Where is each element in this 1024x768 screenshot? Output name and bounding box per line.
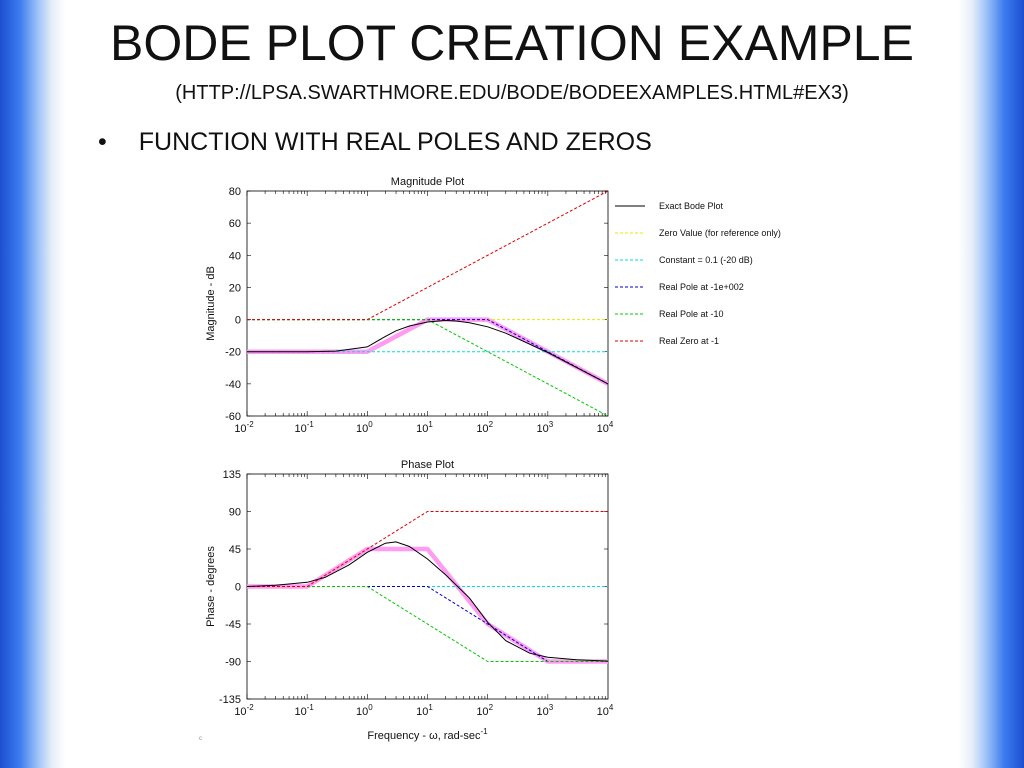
- y-tick-label: -135: [219, 694, 241, 706]
- y-tick-label: 20: [229, 282, 241, 294]
- y-tick-label: 0: [235, 315, 241, 327]
- series-line-real-zero-at-1: [247, 191, 608, 321]
- bullet-icon: •: [98, 128, 107, 156]
- x-tick-label: 104: [597, 703, 614, 718]
- legend-label-constant-0-1-20-db: Constant = 0.1 (-20 dB): [659, 255, 753, 265]
- y-tick-label: 135: [223, 469, 241, 481]
- x-tick-label: 102: [476, 420, 493, 435]
- y-tick-label: 60: [229, 218, 241, 230]
- legend-label-real-pole-at-1e-002: Real Pole at -1e+002: [659, 282, 744, 292]
- chart-title: Magnitude Plot: [391, 176, 464, 188]
- x-tick-label: 103: [536, 703, 553, 718]
- x-tick-label: 104: [597, 420, 614, 435]
- bullet-text: FUNCTION WITH REAL POLES AND ZEROS: [138, 128, 652, 156]
- x-tick-label: 10-2: [234, 420, 254, 435]
- footer-mark: c: [199, 736, 202, 742]
- legend-label-real-zero-at-1: Real Zero at -1: [659, 336, 719, 346]
- x-tick-label: 100: [356, 703, 373, 718]
- legend: Exact Bode Plot Zero Value (for reference…: [615, 201, 781, 346]
- x-tick-label: 100: [356, 420, 373, 435]
- y-tick-label: 0: [235, 582, 241, 594]
- y-tick-label: 45: [229, 544, 241, 556]
- legend-label-zero-value-for-reference-only: Zero Value (for reference only): [659, 228, 781, 238]
- plot-frame: [246, 190, 609, 417]
- slide-subtitle-url: (HTTP://LPSA.SWARTHMORE.EDU/BODE/BODEEXA…: [175, 82, 849, 104]
- x-tick-label: 10-1: [294, 420, 314, 435]
- y-axis-label: Phase - degrees: [205, 546, 217, 627]
- series-line-exact-bode-plot: [247, 319, 608, 385]
- series-line-real-zero-at-1: [247, 511, 608, 587]
- y-tick-label: -40: [225, 379, 241, 391]
- y-tick-label: -45: [225, 619, 241, 631]
- legend-label-real-pole-at-10: Real Pole at -10: [659, 309, 724, 319]
- series-line-exact-bode-plot: [247, 541, 608, 662]
- y-tick-label: 90: [229, 507, 241, 519]
- x-tick-label: 101: [416, 703, 433, 718]
- bullet-item: • FUNCTION WITH REAL POLES AND ZEROS: [98, 128, 652, 157]
- y-tick-label: -60: [225, 411, 241, 423]
- y-tick-label: 40: [229, 250, 241, 262]
- x-tick-label: 10-2: [234, 703, 254, 718]
- x-tick-label: 103: [536, 420, 553, 435]
- legend-label-exact-bode-plot: Exact Bode Plot: [659, 201, 724, 211]
- chart-title: Phase Plot: [401, 459, 454, 471]
- slide-title: BODE PLOT CREATION EXAMPLE: [110, 15, 914, 71]
- y-tick-label: 80: [229, 186, 241, 198]
- y-axis-label: Magnitude - dB: [205, 266, 217, 341]
- x-tick-label: 101: [416, 420, 433, 435]
- x-tick-label: 10-1: [294, 703, 314, 718]
- x-axis-label: Frequency - ω, rad-sec-1: [367, 727, 488, 742]
- y-tick-label: -20: [225, 347, 241, 359]
- x-tick-label: 102: [476, 703, 493, 718]
- y-tick-label: -90: [225, 657, 241, 669]
